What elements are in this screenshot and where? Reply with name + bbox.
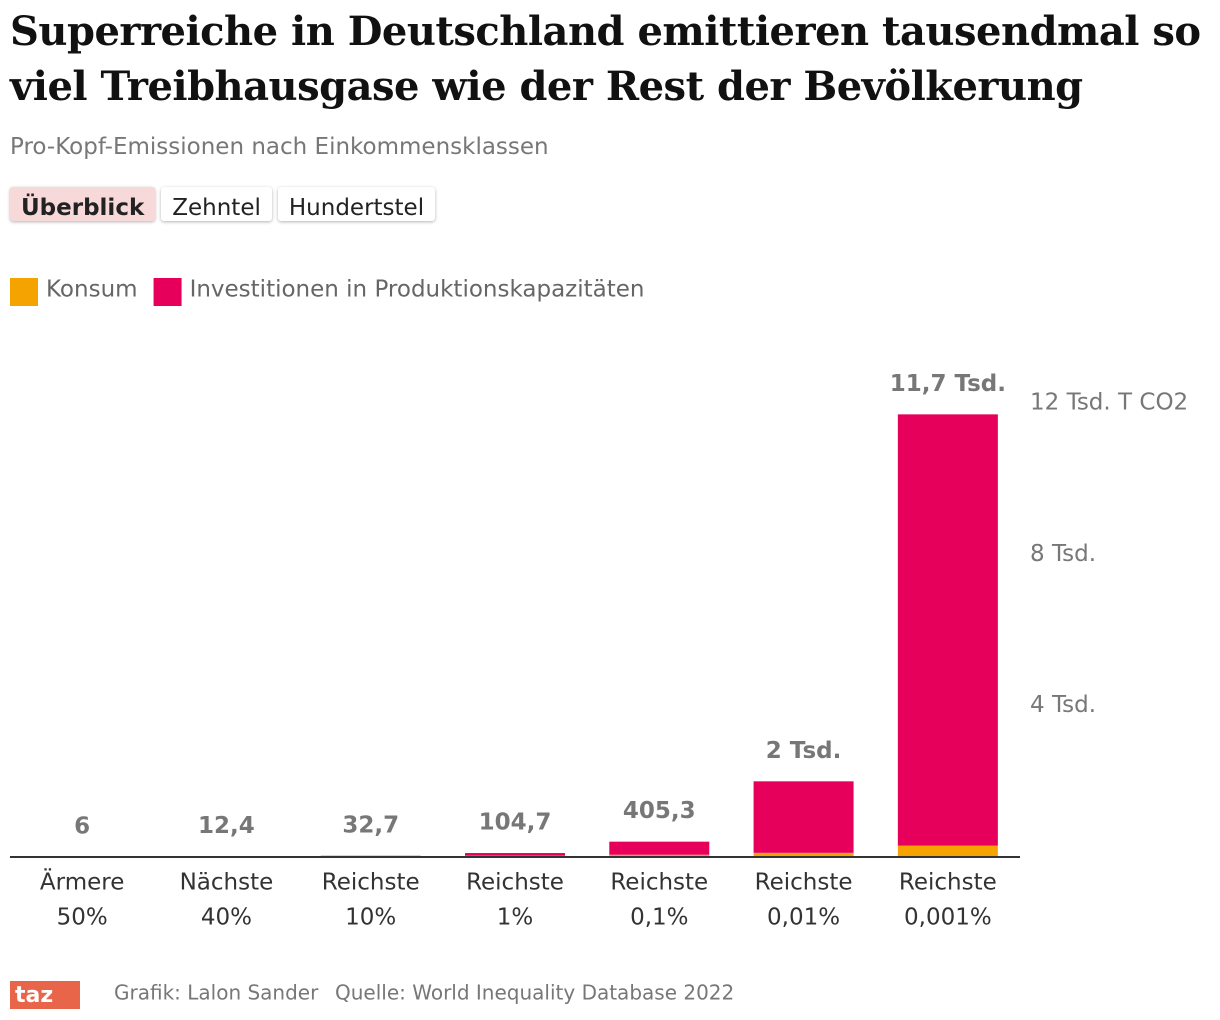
- total-label: 6: [74, 813, 90, 839]
- chart-title: Superreiche in Deutschland emittieren ta…: [10, 8, 1201, 110]
- total-label: 405,3: [623, 798, 696, 824]
- y-tick-label: 4 Tsd.: [1030, 692, 1096, 718]
- total-label: 2 Tsd.: [766, 738, 842, 764]
- bar-segment: [609, 841, 710, 855]
- x-tick-label: 50%: [57, 905, 108, 931]
- credit: Grafik: Lalon Sander: [114, 981, 319, 1005]
- tab[interactable]: Zehntel: [161, 187, 272, 221]
- bar-segment: [609, 854, 710, 857]
- legend-label: Konsum: [46, 277, 138, 303]
- x-tick-label: 10%: [345, 905, 396, 931]
- legend-swatch: [10, 278, 38, 306]
- tab[interactable]: Überblick: [10, 187, 156, 221]
- x-tick-label: 1%: [497, 905, 534, 931]
- logo: taz: [15, 983, 53, 1008]
- total-label: 32,7: [342, 812, 399, 838]
- tab[interactable]: Hundertstel: [277, 187, 436, 221]
- bar-segment: [897, 845, 998, 857]
- x-tick-label: Ärmere: [40, 868, 124, 896]
- x-tick-label: Reichste: [899, 870, 997, 896]
- tab-bar: Überblick Zehntel Hundertstel: [10, 187, 436, 221]
- bar-segment: [465, 853, 565, 856]
- y-tick-label: 8 Tsd.: [1030, 541, 1096, 567]
- x-tick-label: Nächste: [180, 870, 274, 896]
- total-label: 104,7: [479, 810, 552, 836]
- y-tick-label: 12 Tsd. T CO2: [1030, 390, 1188, 416]
- x-tick-label: Reichste: [466, 870, 564, 896]
- x-tick-label: 0,001%: [904, 905, 992, 931]
- x-tick-label: Reichste: [322, 870, 420, 896]
- bar-segment: [753, 852, 854, 857]
- bar-segment: [897, 414, 998, 846]
- source: Quelle: World Inequality Database 2022: [335, 981, 734, 1005]
- legend-swatch: [153, 278, 182, 306]
- bar-segment: [320, 856, 421, 857]
- legend-label: Investitionen in Produktionskapazitäten: [190, 277, 645, 303]
- x-tick-label: Reichste: [610, 870, 708, 896]
- bar-segment: [465, 855, 565, 857]
- logo-box: [10, 981, 80, 1009]
- total-label: 12,4: [198, 813, 255, 839]
- x-tick-label: Reichste: [755, 870, 853, 896]
- x-tick-label: 0,01%: [767, 905, 840, 931]
- x-tick-label: 40%: [201, 905, 252, 931]
- total-label: 11,7 Tsd.: [890, 371, 1006, 397]
- subtitle: Pro-Kopf-Emissionen nach Einkommensklass…: [10, 134, 549, 160]
- bar-segment: [753, 781, 854, 853]
- x-tick-label: 0,1%: [630, 905, 688, 931]
